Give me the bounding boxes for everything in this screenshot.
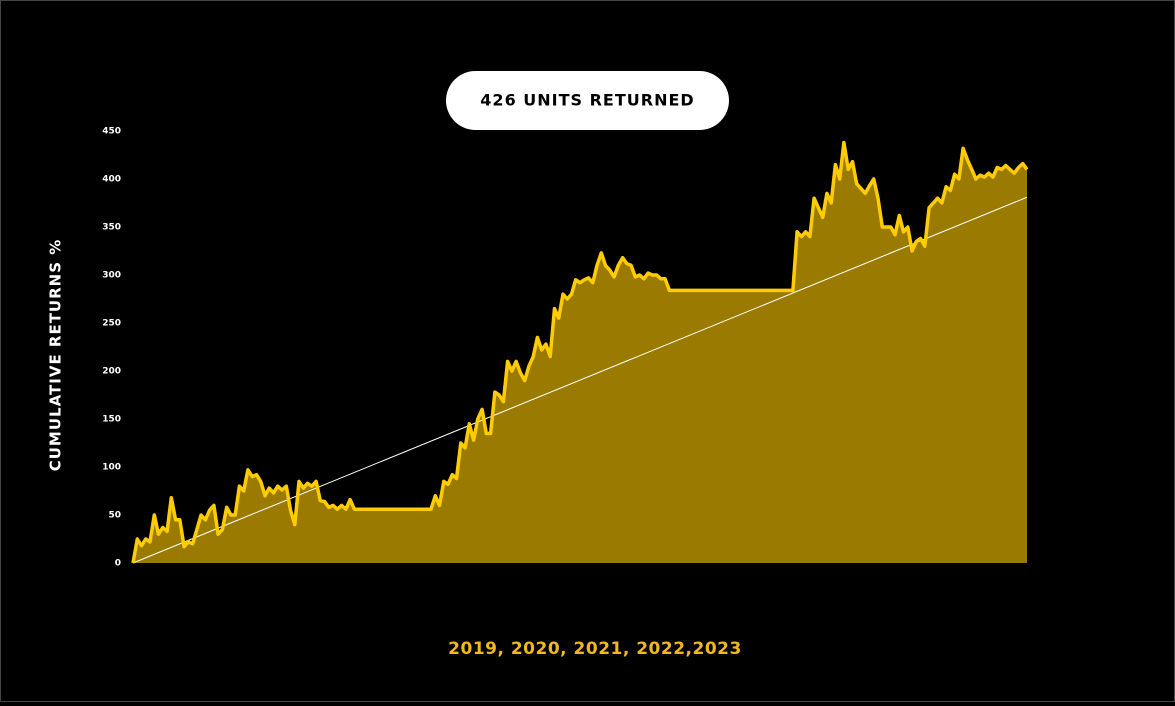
area (133, 142, 1027, 563)
y-axis-label: CUMULATIVE RETURNS % (47, 239, 65, 472)
y-tick-label: 300 (102, 271, 121, 281)
chart-title: 426 UNITS RETURNED (480, 91, 694, 110)
y-tick-label: 350 (102, 223, 121, 233)
y-tick-label: 100 (102, 463, 121, 473)
y-tick-label: 0 (115, 559, 121, 569)
y-tick-label: 50 (108, 511, 121, 521)
x-axis-label: 2019, 2020, 2021, 2022,2023 (448, 639, 742, 659)
y-tick-label: 250 (102, 319, 121, 329)
y-tick-label: 450 (102, 127, 121, 137)
y-tick-label: 200 (102, 367, 121, 377)
line (131, 140, 1029, 564)
trend-line (132, 196, 1028, 564)
y-tick-label: 150 (102, 415, 121, 425)
y-tick-label: 400 (102, 175, 121, 185)
title-pill (446, 71, 729, 130)
